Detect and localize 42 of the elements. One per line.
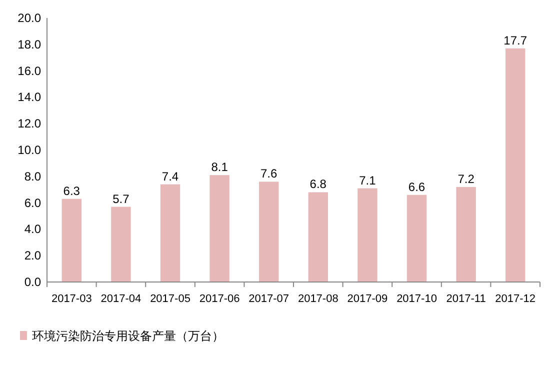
y-tick-label: 14.0 [18,90,42,104]
bar [358,188,378,282]
data-label: 17.7 [504,33,528,48]
x-tick-label: 2017-09 [347,293,388,305]
bar [308,192,328,282]
data-label: 7.6 [260,166,278,181]
bar [160,184,180,282]
y-tick-label: 20.0 [18,11,42,25]
data-label: 7.2 [458,172,475,186]
bar [62,198,82,282]
bar [406,194,427,282]
y-tick-label: 4.0 [24,222,42,236]
bar [258,182,279,282]
data-label: 5.7 [112,192,130,206]
x-tick-label: 2017-03 [51,293,92,305]
legend-label: 环境污染防治专用设备产量（万台） [32,329,224,343]
y-tick-label: 10.0 [18,143,42,157]
data-label: 8.1 [211,160,228,174]
bar [505,48,526,282]
y-tick-label: 2.0 [24,248,42,263]
x-tick-label: 2017-05 [150,293,190,305]
y-tick-label: 0.0 [24,275,42,289]
y-tick-label: 12.0 [18,116,42,131]
bar [111,206,131,282]
y-tick-label: 18.0 [18,37,42,52]
data-label: 7.4 [162,169,179,184]
x-tick-label: 2017-06 [199,293,240,305]
x-tick-label: 2017-12 [495,293,536,305]
bar [456,186,476,282]
bar [210,175,230,282]
data-label: 7.1 [359,173,376,188]
x-tick-label: 2017-07 [248,293,290,305]
x-tick-label: 2017-11 [446,293,486,305]
data-label: 6.3 [63,184,80,198]
x-tick-label: 2017-10 [396,293,437,305]
x-tick-label: 2017-04 [100,293,142,305]
y-tick-label: 16.0 [18,64,42,78]
y-tick-label: 6.0 [24,196,42,210]
data-label: 6.8 [310,177,327,192]
data-label: 6.6 [408,180,426,194]
x-tick-label: 2017-08 [298,293,338,305]
y-tick-label: 8.0 [24,169,42,184]
